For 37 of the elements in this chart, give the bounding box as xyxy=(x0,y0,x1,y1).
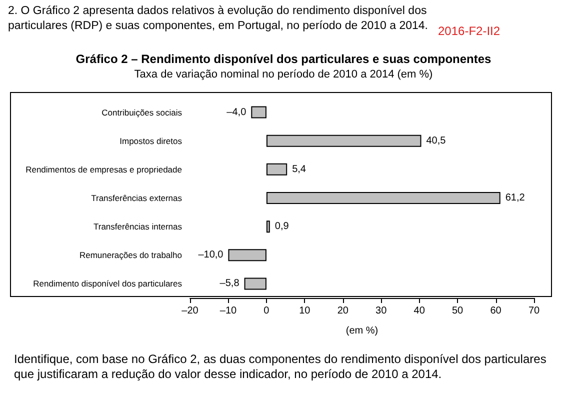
data-label: 5,4 xyxy=(292,164,306,175)
y-tick-label: Rendimento disponível dos particulares xyxy=(33,278,182,289)
y-tick-label: Impostos diretos xyxy=(120,136,182,146)
y-tick-label: Transferências externas xyxy=(91,193,182,203)
y-tick-label: Contribuições sociais xyxy=(102,107,182,118)
x-tick-label: 20 xyxy=(337,306,349,316)
bar xyxy=(228,249,266,262)
x-axis-title: (em %) xyxy=(346,326,378,336)
y-tick-label: Remunerações do trabalho xyxy=(79,250,182,260)
text: 2016-F2-II2 xyxy=(438,24,500,38)
bar xyxy=(266,163,288,176)
y-tick-label: Rendimentos de empresas e propriedade xyxy=(26,164,182,174)
x-tick-label: –10 xyxy=(220,306,237,316)
chart-subtitle: Taxa de variação nominal no período de 2010 a 2014 (em %) xyxy=(134,68,433,80)
x-tick-label: 40 xyxy=(414,306,426,316)
chart-title: Gráfico 2 – Rendimento disponível dos particulares e suas componentes xyxy=(76,52,492,66)
bar xyxy=(266,134,422,147)
text: 2. O Gráfico 2 apresenta dados relativos à evolução do rendimento disponível dos particulares (RDP) e suas componentes, em Portugal, no período de 2010 a 2014. xyxy=(8,5,428,32)
y-tick-label: Transferências internas xyxy=(93,222,182,232)
data-label: –10,0 xyxy=(198,250,224,261)
x-tick-label: 50 xyxy=(452,306,464,316)
data-label: 0,9 xyxy=(274,221,290,232)
x-tick-label: 30 xyxy=(376,306,388,316)
x-tick-label: 10 xyxy=(299,306,311,316)
data-label: –5,8 xyxy=(220,278,240,290)
bar xyxy=(251,106,266,118)
bar xyxy=(266,220,270,233)
x-tick-label: –20 xyxy=(182,306,199,316)
data-label: –4,0 xyxy=(226,106,247,118)
data-label: 61,2 xyxy=(505,192,526,204)
x-tick-label: 60 xyxy=(490,306,502,316)
x-tick-label: 70 xyxy=(528,306,540,316)
x-tick-label: 0 xyxy=(264,306,270,316)
bar xyxy=(244,278,266,290)
text: Identifique, com base no Gráfico 2, as duas componentes do rendimento disponível dos particulares que justificaram a redução do valor desse indicador, no período de 2010 a 2014. xyxy=(14,352,548,382)
data-label: 40,5 xyxy=(426,135,446,146)
bar xyxy=(266,192,500,204)
